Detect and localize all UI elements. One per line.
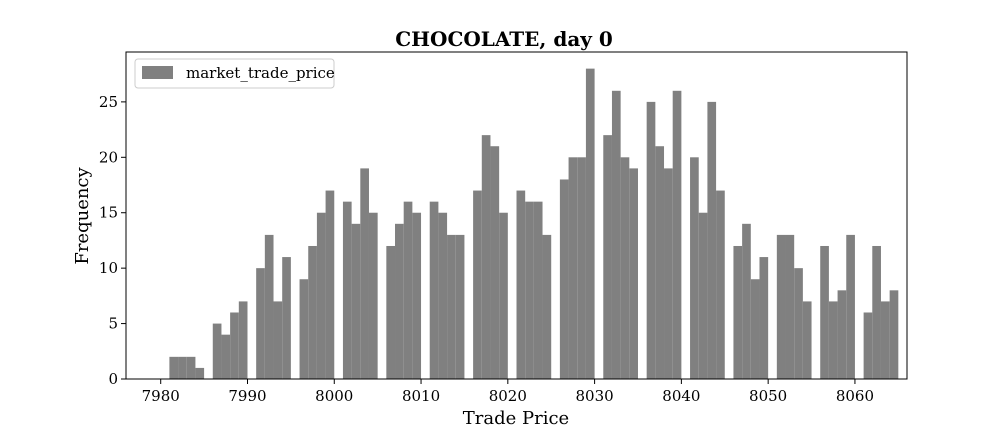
histogram-bar <box>360 168 369 379</box>
histogram-bar <box>368 212 378 379</box>
plot-frame <box>125 51 908 380</box>
histogram-bar <box>412 212 422 379</box>
histogram-bar <box>256 268 265 379</box>
x-tick-label: 8030 <box>576 387 614 405</box>
histogram-bar <box>837 290 847 379</box>
histogram-bar <box>568 157 578 379</box>
histogram-bar <box>889 290 899 379</box>
histogram-bar <box>299 279 309 379</box>
histogram-bar <box>342 201 352 379</box>
histogram-bar <box>872 245 881 379</box>
histogram-bar <box>620 157 630 379</box>
y-axis-ticks: 0 5 10 15 20 25 <box>99 93 126 388</box>
x-tick-label: 8050 <box>749 387 787 405</box>
histogram-bar <box>230 312 239 379</box>
y-tick-label: 15 <box>99 204 118 222</box>
histogram-bar <box>802 301 812 379</box>
y-tick-label: 5 <box>108 315 118 333</box>
histogram-bar <box>221 334 231 379</box>
histogram-bar <box>282 257 291 379</box>
x-tick-label: 7980 <box>142 387 180 405</box>
histogram-bar <box>238 301 248 379</box>
y-tick-label: 25 <box>99 93 118 111</box>
legend: market_trade_price <box>134 58 335 89</box>
histogram-bar <box>585 68 595 379</box>
histogram-bar <box>559 179 569 379</box>
histogram-bar <box>690 157 699 379</box>
histogram-bar <box>698 212 708 379</box>
histogram-bar <box>646 101 656 380</box>
histogram-bar <box>499 212 508 379</box>
histogram-bar <box>828 301 838 379</box>
histogram-bar <box>481 135 491 379</box>
histogram-bar <box>395 223 404 379</box>
x-axis-label: Trade Price <box>463 408 569 429</box>
histogram-bar <box>212 323 222 379</box>
histogram-bar <box>178 356 187 379</box>
histogram-bar <box>759 257 769 379</box>
histogram-bar <box>672 90 682 380</box>
x-axis-ticks: 7980 7990 8000 8010 8020 8030 8040 8050 8060 <box>142 379 874 405</box>
histogram-bar <box>794 268 803 379</box>
y-tick-label: 20 <box>99 148 118 166</box>
histogram-bar <box>750 279 760 379</box>
y-axis-label: Frequency <box>72 166 93 264</box>
histogram-bar <box>655 146 665 379</box>
histogram-bar <box>438 212 448 379</box>
histogram-bar <box>542 234 552 379</box>
x-tick-label: 8020 <box>489 387 527 405</box>
histogram-bar <box>611 90 621 380</box>
histogram-bar <box>447 234 456 379</box>
histogram-bar <box>577 157 586 379</box>
histogram-bar <box>820 245 829 379</box>
histogram-bar <box>490 146 500 379</box>
histogram-bar <box>316 212 326 379</box>
histogram-bar <box>603 135 612 379</box>
histogram-bar <box>880 301 890 379</box>
bars-group <box>169 68 899 380</box>
chart-title: CHOCOLATE, day 0 <box>395 27 613 51</box>
histogram-bar <box>195 367 205 379</box>
histogram-bar <box>863 312 873 379</box>
histogram-bar <box>273 301 283 379</box>
histogram-bar <box>707 101 717 380</box>
histogram-bar <box>186 356 196 379</box>
histogram-bar <box>742 223 751 379</box>
histogram-bar <box>664 168 673 379</box>
histogram-bar <box>386 245 396 379</box>
histogram-bar <box>776 234 786 379</box>
histogram-bar <box>264 234 274 379</box>
histogram-bar <box>629 168 638 379</box>
legend-swatch <box>142 66 173 79</box>
y-tick-label: 0 <box>108 370 118 388</box>
y-tick-label: 10 <box>99 259 118 277</box>
histogram-bar <box>473 190 482 379</box>
x-tick-label: 8010 <box>402 387 440 405</box>
histogram-bar <box>351 223 361 379</box>
x-tick-label: 7990 <box>228 387 266 405</box>
legend-label: market_trade_price <box>186 64 335 82</box>
x-tick-label: 8040 <box>662 387 700 405</box>
histogram-bar <box>716 190 725 379</box>
histogram-bar <box>169 356 179 379</box>
histogram-bar <box>846 234 855 379</box>
histogram-bar <box>429 201 439 379</box>
histogram-bar <box>785 234 795 379</box>
x-tick-label: 8000 <box>315 387 353 405</box>
histogram-bar <box>533 201 543 379</box>
x-tick-label: 8060 <box>836 387 874 405</box>
histogram-bar <box>733 245 743 379</box>
legend-box <box>134 58 335 89</box>
histogram-bar <box>525 201 534 379</box>
histogram-bar <box>308 245 317 379</box>
histogram-bar <box>403 201 413 379</box>
histogram-bar <box>455 234 465 379</box>
histogram-bar <box>516 190 526 379</box>
histogram-bar <box>325 190 335 379</box>
